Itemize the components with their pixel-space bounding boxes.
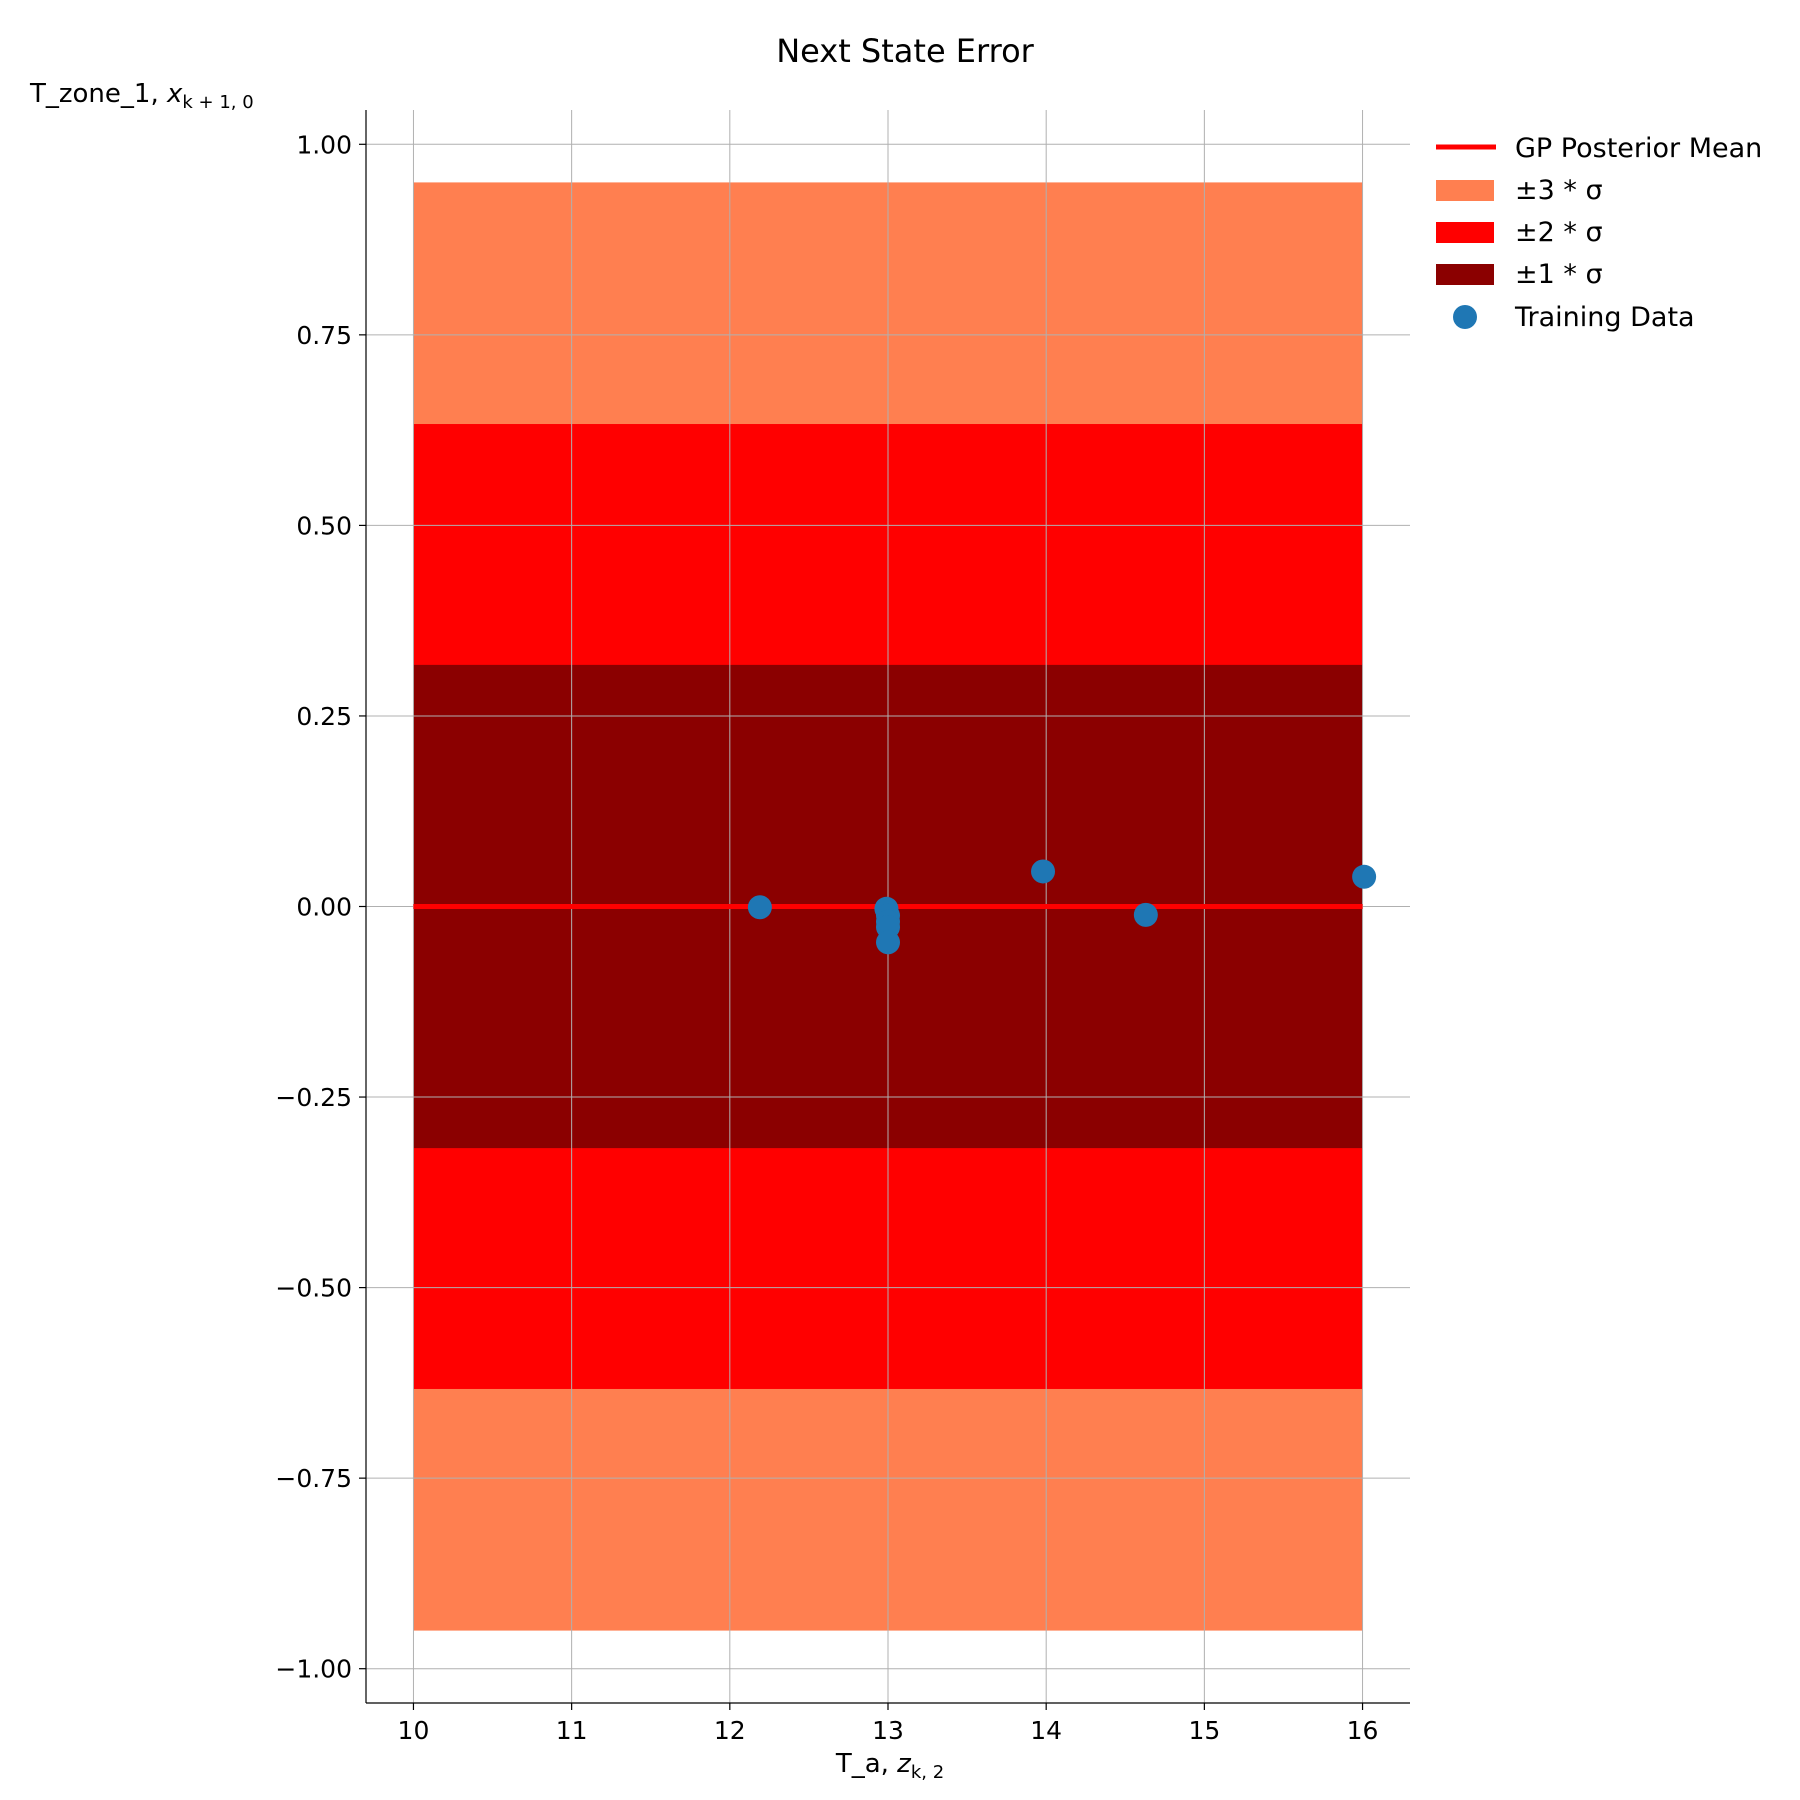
x-tick-label: 10 [398,1716,430,1745]
legend-band-1sigma-label: ±1 * σ [1515,259,1603,290]
y-tick-label: −0.50 [275,1274,352,1303]
x-axis-ticks: 10 11 12 13 14 15 16 [398,1703,1379,1745]
y-tick-label: −1.00 [275,1655,352,1684]
y-tick-label: −0.75 [275,1464,352,1493]
y-tick-label: 0.25 [296,702,352,731]
y-axis-label: T_zone_1, xk + 1, 0 [29,79,254,113]
x-tick-label: 14 [1030,1716,1062,1745]
training-points [747,859,1377,955]
y-axis-ticks: 1.00 0.75 0.50 0.25 0.00 −0.25 −0.50 −0.75 −1.00 [275,130,366,1684]
legend-mean-label: GP Posterior Mean [1515,133,1762,164]
training-point [747,895,772,920]
y-tick-label: −0.25 [275,1083,352,1112]
y-tick-label: 0.50 [296,511,352,540]
legend: GP Posterior Mean ±3 * σ ±2 * σ ±1 * σ T… [1436,133,1762,333]
x-tick-label: 16 [1347,1716,1379,1745]
x-tick-label: 11 [556,1716,588,1745]
legend-band-3sigma-swatch [1436,180,1494,201]
y-tick-label: 0.00 [296,893,352,922]
legend-scatter-marker [1453,305,1477,329]
chart-title: Next State Error [776,32,1034,70]
x-tick-label: 12 [714,1716,746,1745]
training-point [1133,902,1158,927]
x-axis-label: T_a, zk, 2 [835,1749,944,1783]
y-tick-label: 0.75 [296,321,352,350]
legend-band-1sigma-swatch [1436,264,1494,285]
training-point [1352,864,1377,889]
training-point [876,930,900,955]
legend-band-2sigma-swatch [1436,222,1494,243]
legend-scatter-label: Training Data [1514,302,1695,333]
training-point [1031,859,1056,884]
legend-band-3sigma-label: ±3 * σ [1515,175,1603,206]
y-tick-label: 1.00 [296,130,352,159]
legend-band-2sigma-label: ±2 * σ [1515,217,1603,248]
x-tick-label: 13 [872,1716,904,1745]
x-tick-label: 15 [1188,1716,1220,1745]
